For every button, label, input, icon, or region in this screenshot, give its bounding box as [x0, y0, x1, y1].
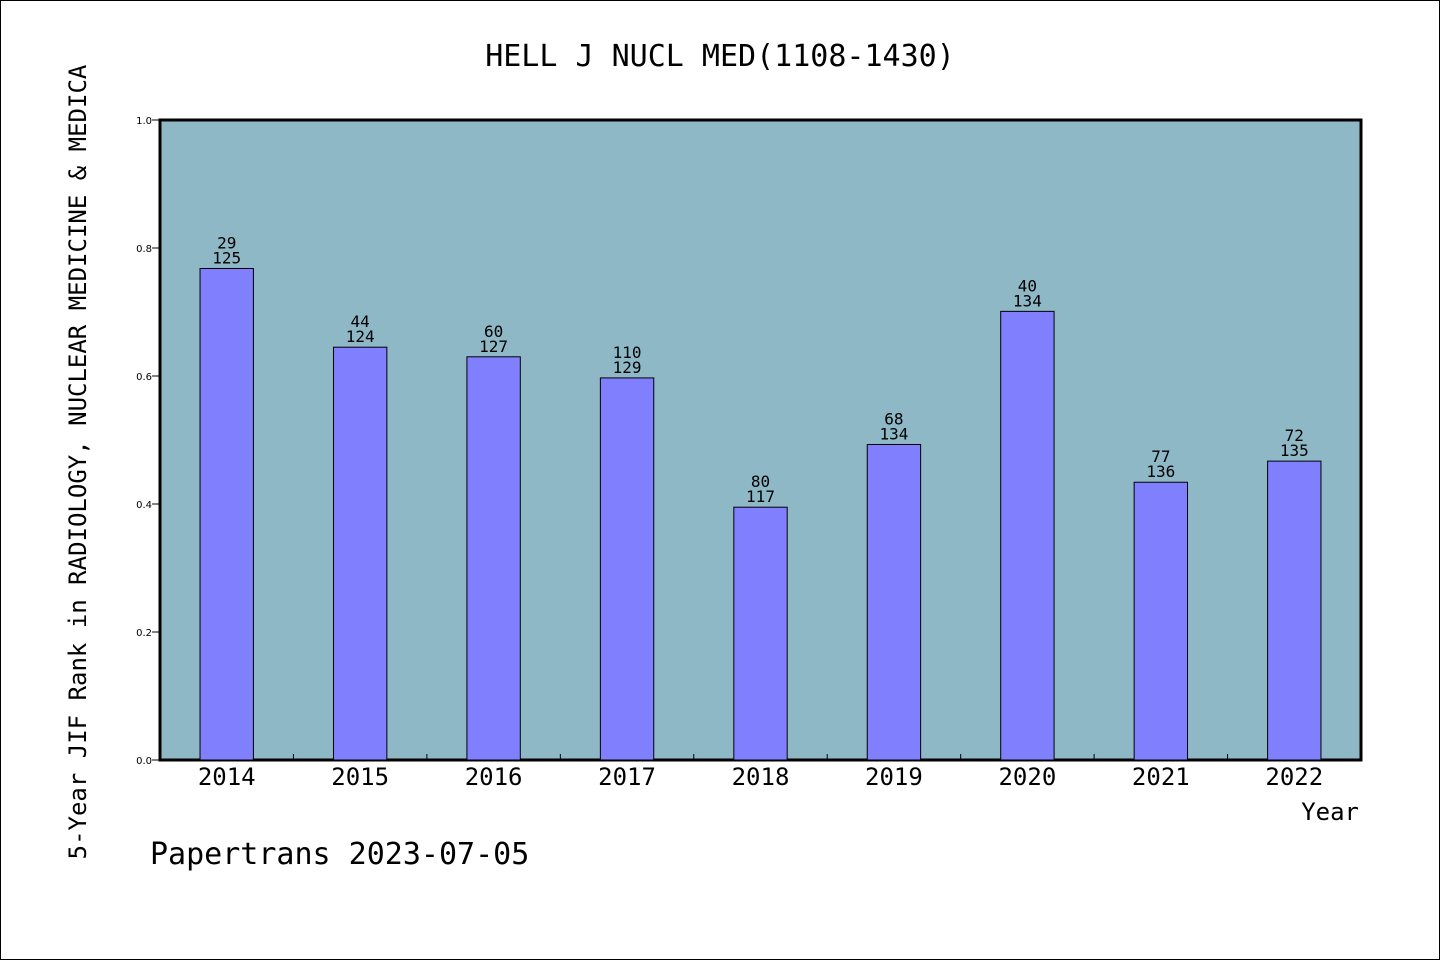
bar — [332, 346, 388, 761]
bar-total-label: 125 — [212, 248, 241, 267]
bar-rank-label: 40 — [1018, 276, 1037, 295]
x-tick-label: 2014 — [198, 763, 256, 791]
bar-rank-label: 44 — [351, 312, 370, 331]
y-tick-label: 0.0 — [136, 756, 152, 767]
bar — [866, 443, 922, 761]
x-tick-label: 2021 — [1132, 763, 1190, 791]
bar — [1133, 481, 1189, 761]
bar-rank-label: 68 — [884, 409, 903, 428]
bar-rank-label: 80 — [751, 472, 770, 491]
y-tick-label: 0.8 — [136, 244, 152, 255]
bar — [1267, 460, 1322, 761]
y-tick-label: 0.6 — [136, 372, 152, 383]
bar-total-label: 135 — [1280, 441, 1309, 460]
x-axis: 2014 2015 2016 2017 2018 2019 2020 2021 2022 — [198, 754, 1323, 791]
x-axis-label: Year — [1301, 798, 1359, 826]
bar-rank-label: 72 — [1285, 426, 1304, 445]
bar-rank-label: 29 — [217, 233, 236, 252]
y-axis-label: 5-Year JIF Rank in RADIOLOGY, NUCLEAR ME… — [64, 64, 92, 859]
bar — [199, 267, 254, 761]
bar-rank-label: 110 — [613, 343, 642, 362]
bar-total-label: 134 — [879, 424, 908, 443]
chart-title: HELL J NUCL MED(1108-1430) — [485, 39, 955, 74]
bar-total-label: 117 — [746, 487, 775, 506]
y-axis: 0.0 0.2 0.4 0.6 0.8 1.0 — [136, 116, 160, 767]
x-tick-label: 2018 — [732, 763, 790, 791]
bar — [599, 377, 655, 761]
bar — [733, 506, 788, 761]
x-tick-label: 2015 — [331, 763, 389, 791]
y-tick-label: 1.0 — [136, 116, 152, 127]
bar-rank-label: 77 — [1151, 447, 1170, 466]
bar-rank-label: 60 — [484, 322, 503, 341]
bar-total-label: 124 — [346, 327, 375, 346]
x-tick-label: 2020 — [998, 763, 1056, 791]
bar-total-label: 129 — [613, 358, 642, 377]
bar — [1000, 310, 1055, 761]
bar-total-label: 127 — [479, 337, 508, 356]
x-tick-label: 2019 — [865, 763, 923, 791]
x-tick-label: 2022 — [1265, 763, 1323, 791]
x-tick-label: 2017 — [598, 763, 656, 791]
x-tick-label: 2016 — [465, 763, 523, 791]
bar — [466, 356, 521, 761]
y-tick-label: 0.4 — [136, 500, 152, 511]
bar-total-label: 136 — [1146, 462, 1175, 481]
y-tick-label: 0.2 — [136, 628, 152, 639]
footer-watermark: Papertrans 2023-07-05 — [150, 837, 529, 872]
bar-total-label: 134 — [1013, 291, 1042, 310]
